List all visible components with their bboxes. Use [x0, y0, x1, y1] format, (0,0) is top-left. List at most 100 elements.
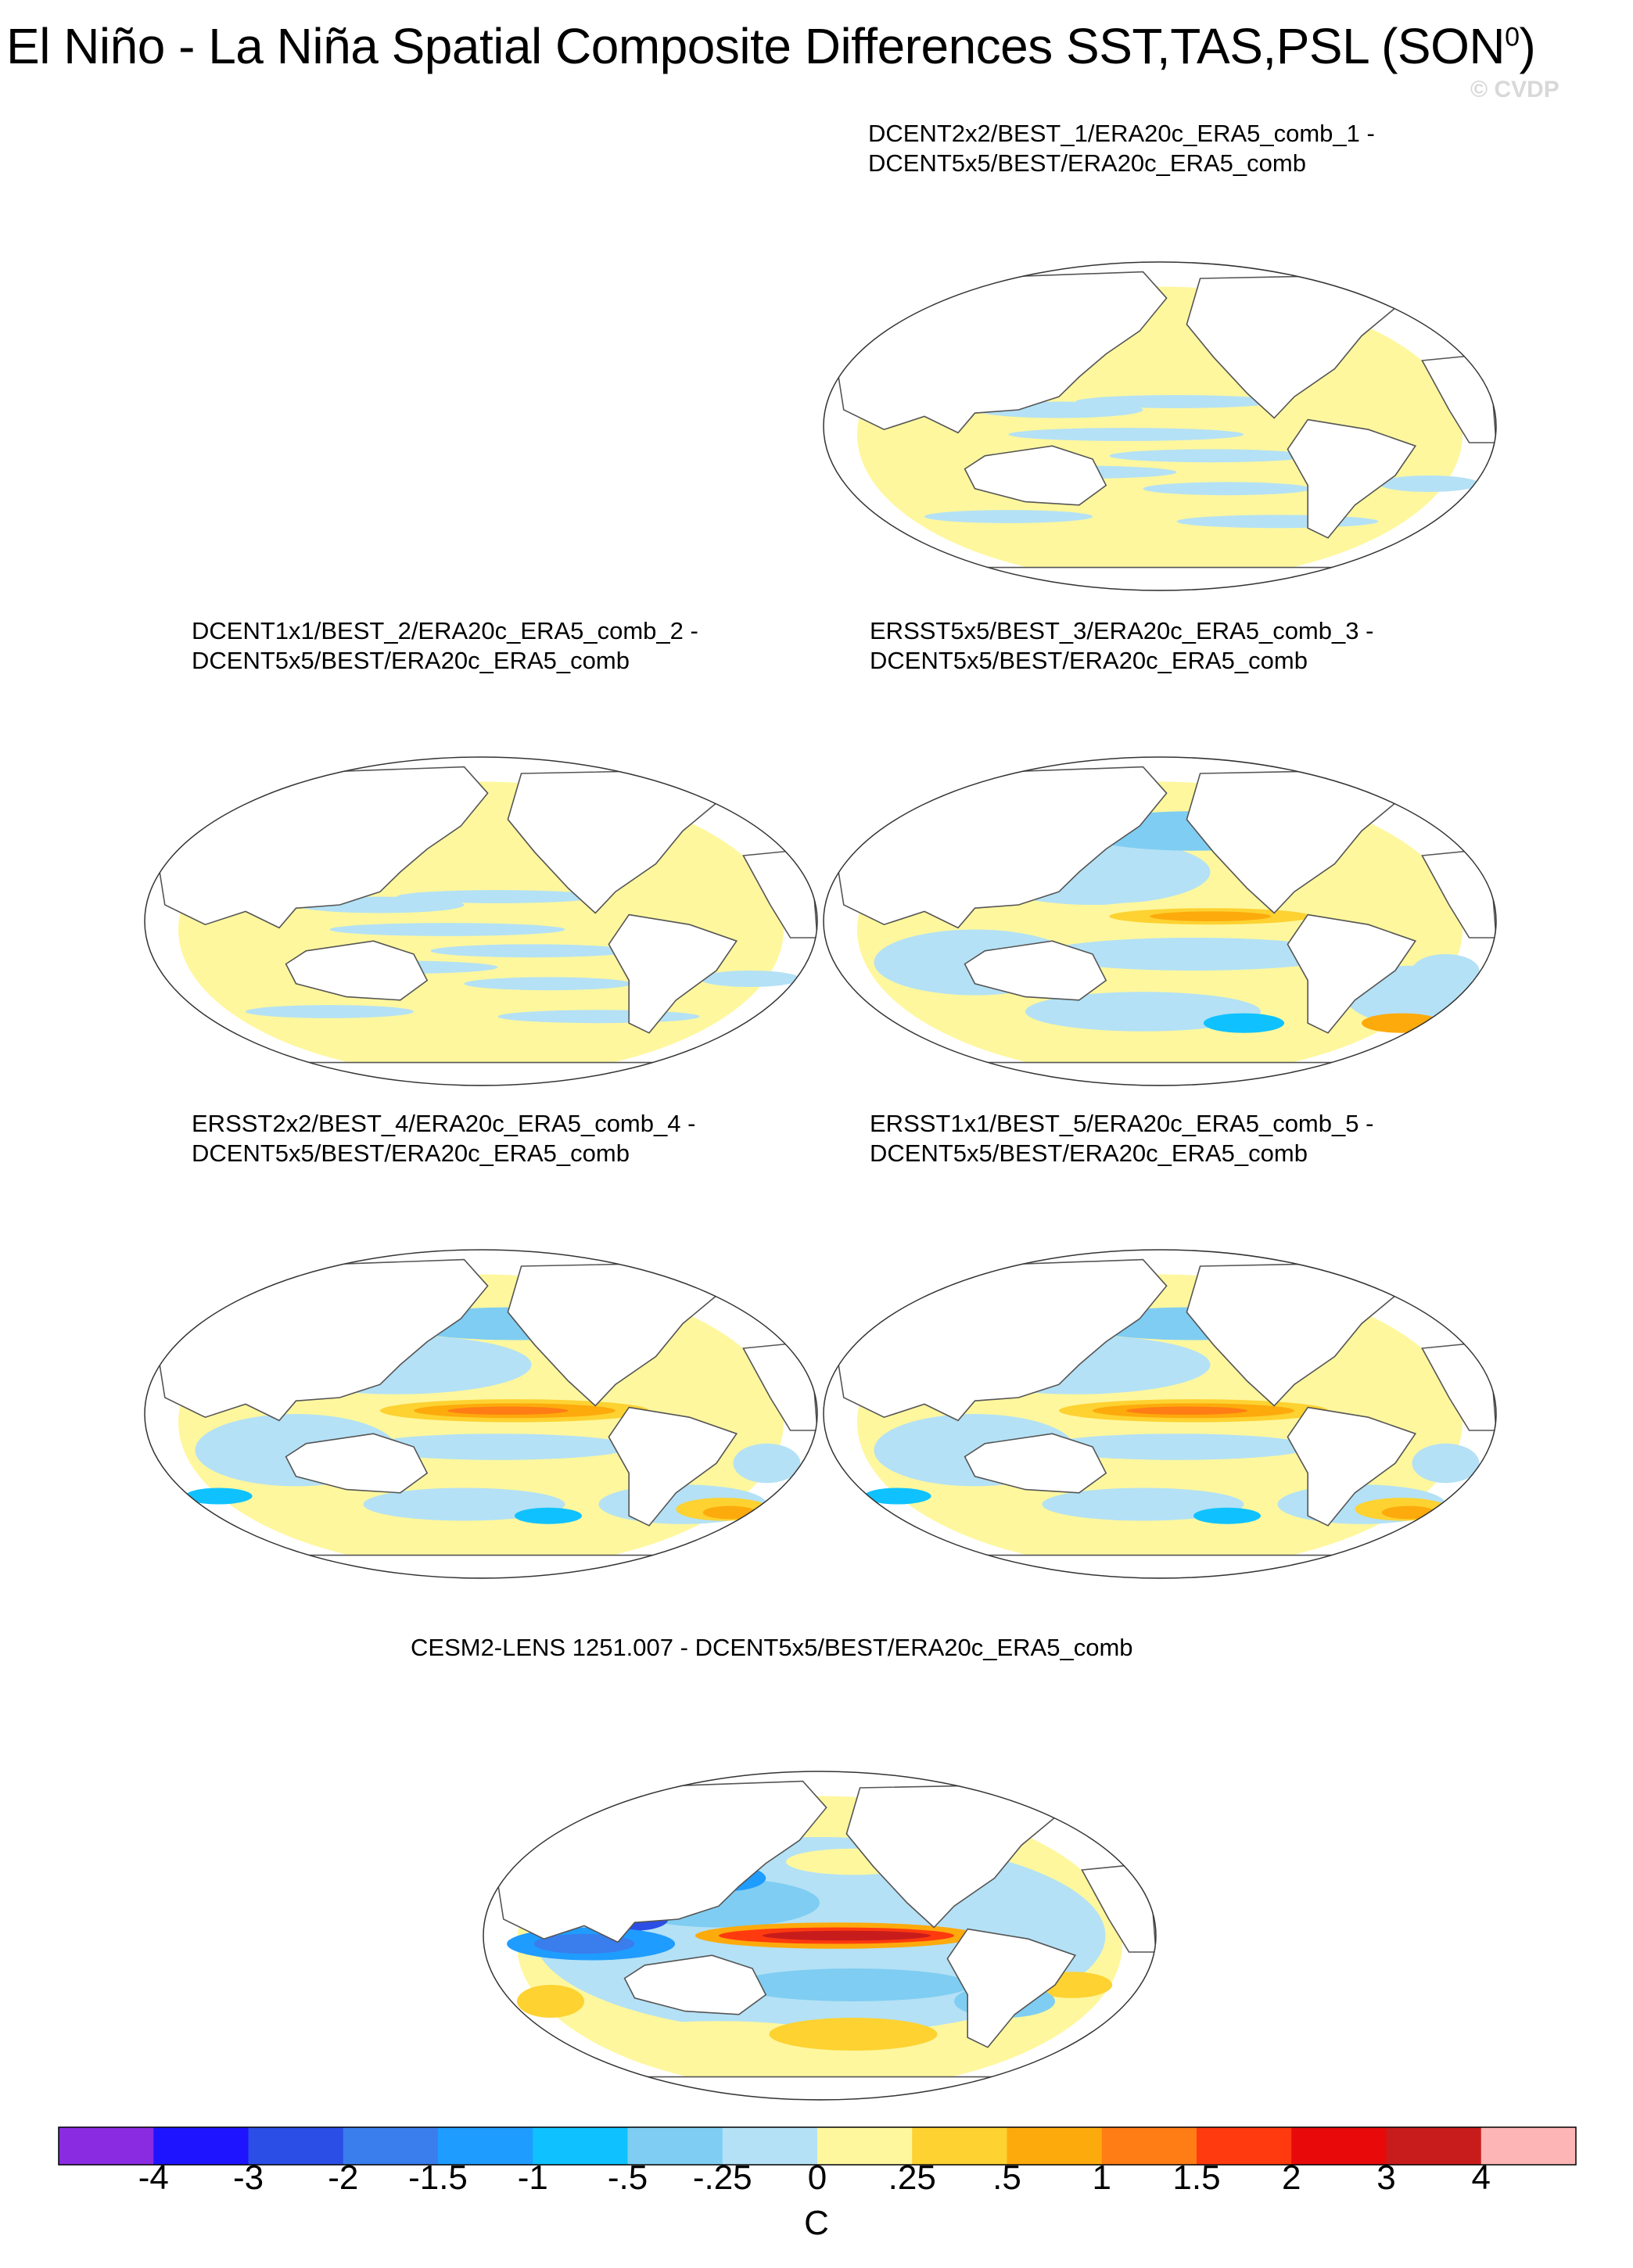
anomaly-patch: [447, 1406, 569, 1416]
figure-title: El Niño - La Niña Spatial Composite Diff…: [6, 18, 1536, 74]
map-panel-1: [823, 261, 1497, 591]
land-mass: [1394, 763, 1464, 795]
colorbar-swatch: [1480, 2127, 1577, 2165]
anomaly-patch: [329, 923, 565, 936]
land-mass: [946, 1928, 1077, 2048]
colorbar-tick-label: 2: [1282, 2159, 1301, 2197]
colorbar-swatch: [1197, 2127, 1292, 2165]
colorbar-tick-label: 0: [807, 2159, 827, 2197]
map-panel-2: [144, 756, 818, 1086]
land-mass: [1287, 418, 1417, 539]
land-mass: [964, 445, 1107, 506]
colorbar-tick-labels: -4 -3 -2 -1.5 -1 -.5 -.25 0 .25 .5 1 1.5 2 3 4: [0, 2159, 1633, 2205]
panel-4-label: ERSST2x2/BEST_4/ERA20c_ERA5_comb_4 - DCEN…: [192, 1110, 696, 1167]
colorbar-tick-label: 1: [1092, 2159, 1111, 2197]
colorbar-tick-label: -1: [517, 2159, 548, 2197]
map-border: [823, 1249, 1497, 1579]
anomaly-patch: [185, 1487, 253, 1505]
colorbar-tick-label: -.5: [607, 2159, 648, 2197]
land-mass: [285, 940, 429, 1001]
land-mass: [715, 1255, 785, 1287]
colorbar-swatch: [1007, 2127, 1103, 2165]
anomaly-patch: [735, 1968, 971, 2001]
colorbar-swatch: [248, 2127, 344, 2165]
anomaly-patch: [430, 944, 633, 958]
colorbar-swatch: [59, 2127, 154, 2165]
land-mass: [840, 566, 1480, 590]
land-mass: [623, 1954, 767, 2015]
anomaly-patch: [1008, 428, 1244, 441]
panel-3-label: ERSST5x5/BEST_3/ERA20c_ERA5_comb_3 - DCEN…: [870, 617, 1374, 674]
colorbar-frame: [58, 2126, 1577, 2166]
anomaly-patch: [363, 1487, 565, 1521]
map-panel-5: [823, 1249, 1497, 1579]
anomaly-patch: [1176, 515, 1379, 529]
land-mass: [840, 1554, 1480, 1578]
land-mass: [161, 1061, 801, 1086]
colorbar-swatch: [533, 2127, 628, 2165]
panel-6-label: CESM2-LENS 1251.007 - DCENT5x5/BEST/ERA2…: [411, 1634, 1133, 1661]
colorbar-tick-label: -3: [232, 2159, 264, 2197]
colorbar-swatch: [627, 2127, 723, 2165]
anomaly-patch: [533, 1933, 635, 1954]
panel-1-label: DCENT2x2/BEST_1/ERA20c_ERA5_comb_1 - DCEN…: [868, 120, 1375, 177]
colorbar-swatch: [1291, 2127, 1387, 2165]
colorbar-tick-label: -1.5: [408, 2159, 468, 2197]
map-panel-3: [823, 756, 1497, 1086]
land-mass: [161, 1554, 801, 1578]
colorbar-swatch: [1386, 2127, 1482, 2165]
anomaly-patch: [924, 510, 1093, 523]
colorbar-swatch: [817, 2127, 913, 2165]
land-mass: [500, 2076, 1140, 2100]
anomaly-patch: [699, 971, 801, 987]
anomaly-patch: [733, 1443, 801, 1484]
land-mass: [1394, 1255, 1464, 1287]
anomaly-patch: [363, 1434, 633, 1460]
colorbar-swatch: [438, 2127, 533, 2165]
map-border: [823, 756, 1497, 1086]
colorbar-tick-label: -2: [328, 2159, 359, 2197]
anomaly-patch: [517, 1985, 584, 2018]
anomaly-patch: [1075, 395, 1278, 408]
map-border: [823, 261, 1497, 591]
anomaly-patch: [1150, 911, 1271, 921]
land-mass: [715, 763, 785, 795]
panel-5-label: ERSST1x1/BEST_5/ERA20c_ERA5_comb_5 - DCEN…: [870, 1110, 1374, 1167]
anomaly-patch: [1126, 1406, 1247, 1416]
map-border: [144, 1249, 818, 1579]
colorbar-tick-label: -4: [138, 2159, 169, 2197]
land-mass: [1287, 1406, 1417, 1527]
anomaly-patch: [863, 1487, 931, 1505]
land-mass: [1394, 267, 1464, 300]
land-mass: [285, 1433, 429, 1494]
anomaly-patch: [1193, 1507, 1261, 1524]
colorbar-tick-label: -.25: [692, 2159, 752, 2197]
anomaly-patch: [464, 977, 633, 991]
land-mass: [608, 1406, 738, 1527]
map-border: [483, 1771, 1157, 2101]
colorbar-swatch: [912, 2127, 1007, 2165]
land-mass: [840, 1061, 1480, 1086]
anomaly-patch: [618, 2021, 820, 2047]
anomaly-patch: [497, 1010, 700, 1024]
colorbar-swatch: [1101, 2127, 1197, 2165]
land-mass: [1287, 913, 1417, 1034]
anomaly-patch: [1362, 1013, 1443, 1033]
map-panel-4: [144, 1249, 818, 1579]
anomaly-patch: [1025, 992, 1261, 1032]
colorbar-tick-label: 3: [1376, 2159, 1396, 2197]
anomaly-patch: [1203, 1013, 1285, 1033]
colorbar-swatch: [153, 2127, 249, 2165]
land-mass: [608, 913, 738, 1034]
land-mass: [964, 1433, 1107, 1494]
colorbar-tick-label: .25: [888, 2159, 936, 2197]
anomaly-patch: [1109, 449, 1312, 463]
colorbar-tick-label: .5: [992, 2159, 1021, 2197]
colorbar-units: C: [804, 2204, 829, 2242]
anomaly-patch: [1042, 1434, 1312, 1460]
anomaly-patch: [1412, 954, 1480, 987]
anomaly-patch: [246, 1005, 414, 1018]
anomaly-patch: [515, 1507, 582, 1524]
colorbar-tick-label: 4: [1471, 2159, 1491, 2197]
